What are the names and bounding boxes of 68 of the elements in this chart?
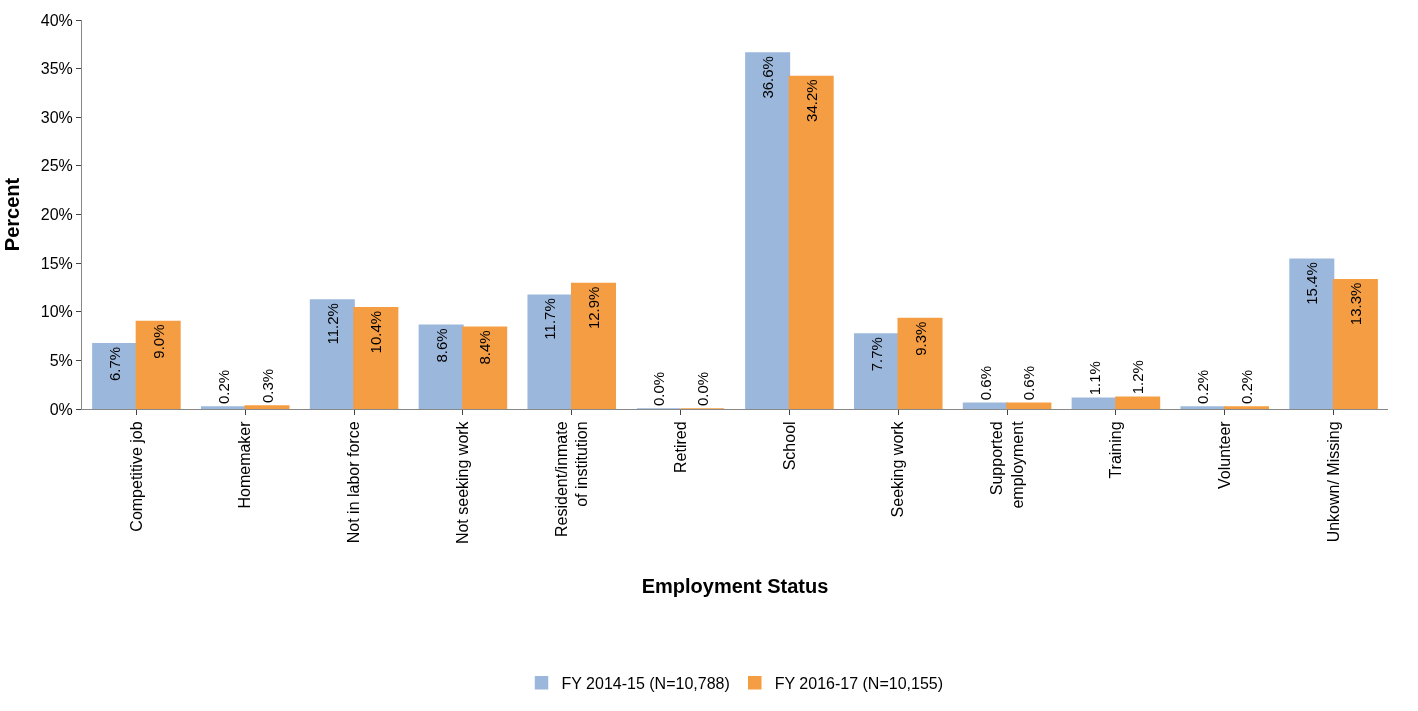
bar [462,326,508,409]
bar [1006,402,1052,409]
data-label: 34.2% [802,79,820,122]
bar [962,402,1008,409]
x-tick-label: Unkown/ Missing [1324,421,1342,543]
data-label: 10.4% [367,310,385,354]
data-label: 0.2% [214,369,232,405]
bar [745,52,791,409]
bar [1115,396,1161,409]
data-label: 0.2% [1194,369,1212,405]
x-tick-label: Training [1107,421,1125,479]
data-label: 7.7% [867,337,885,372]
x-tick-label: Homemaker [236,420,254,509]
data-label: 0.0% [693,371,711,406]
y-axis-title: Percent [1,177,24,252]
data-label: 9.0% [149,324,167,359]
x-tick-label: Supported employment [987,420,1026,509]
bar [571,282,617,409]
x-axis-title: Employment Status [641,574,829,597]
y-tick-label: 30% [40,108,73,126]
y-tick-label: 15% [40,254,73,272]
bar [353,307,399,409]
data-label: 12.9% [585,286,603,330]
data-label: 1.2% [1129,360,1147,395]
bar [135,320,181,409]
x-tick-label: Competitive job [127,421,145,532]
bar [244,405,290,409]
bar [788,75,834,409]
y-tick-label: 5% [49,351,73,369]
y-tick-label: 0% [49,400,73,418]
data-label: 9.3% [911,321,929,356]
data-label: 8.6% [432,328,450,363]
data-label: 36.6% [759,56,777,99]
bar [1332,278,1378,409]
y-tick-label: 35% [40,60,73,78]
bar [309,299,355,409]
x-tick-label: School [780,421,798,471]
legend-label: FY 2016-17 (N=10,155) [774,674,944,692]
x-tick-label: Resident/inmate of institution [552,421,591,538]
bar [1071,397,1117,409]
bar [418,324,464,409]
bar [853,333,899,409]
data-label: 6.7% [106,346,124,382]
data-label: 11.7% [541,298,559,340]
bar [92,343,138,409]
x-tick-label: Not in labor force [345,421,363,544]
data-label: 0.6% [1020,365,1038,401]
legend-label: FY 2014-15 (N=10,788) [561,674,730,692]
y-tick-label: 20% [40,206,73,224]
y-tick-label: 10% [40,303,73,321]
bar [527,294,573,409]
data-label: 0.2% [1238,369,1256,405]
y-tick-label: 40% [40,11,73,29]
data-label: 1.1% [1085,361,1103,396]
bar [1289,258,1335,409]
x-tick-label: Volunteer [1215,420,1233,490]
data-label: 8.4% [476,330,494,365]
data-label: 13.3% [1346,282,1364,326]
data-label: 0.6% [976,365,994,401]
data-label: 11.2% [323,303,341,345]
x-tick-label: Seeking work [889,420,907,518]
y-tick-label: 25% [40,157,73,175]
x-tick-label: Retired [671,421,689,473]
x-tick-label: Not seeking work [454,420,472,545]
bar [897,317,943,409]
data-label: 0.0% [650,371,668,406]
data-label: 15.4% [1303,262,1321,305]
data-label: 0.3% [258,368,276,404]
